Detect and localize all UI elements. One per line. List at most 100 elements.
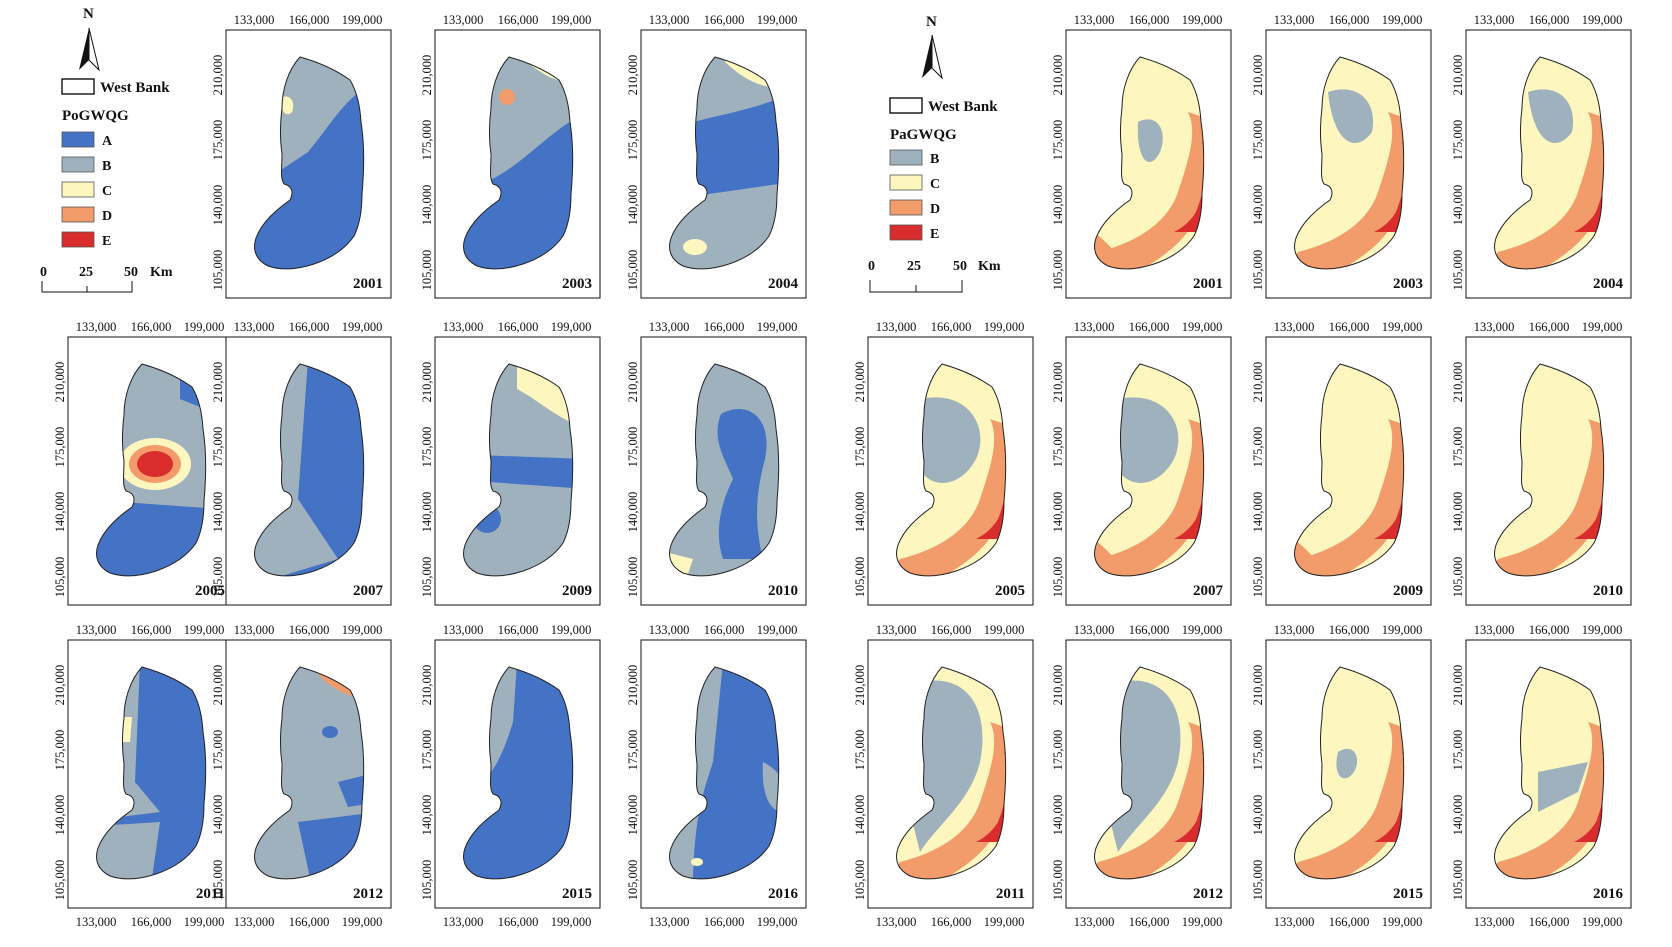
x-tick-label: 199,000	[1382, 320, 1423, 334]
x-tick-label: 166,000	[704, 623, 745, 637]
y-tick-label: 140,000	[1451, 185, 1465, 226]
legend-swatch-d	[889, 199, 923, 216]
y-tick-label: 140,000	[626, 185, 640, 226]
x-tick-label: 166,000	[1529, 13, 1570, 27]
x-tick-label-bottom: 166,000	[1529, 915, 1570, 929]
y-tick-label: 210,000	[420, 362, 434, 403]
x-tick-label: 133,000	[1474, 623, 1515, 637]
y-tick-label: 175,000	[853, 427, 867, 468]
panel-year-label: 2012	[1193, 886, 1223, 902]
map-panel-pa-2001: 133,000 166,000 199,000 210,000 175,000 140,0…	[1051, 13, 1232, 299]
x-tick-label-bottom: 166,000	[1129, 915, 1170, 929]
scale-bar: 0 25 50 Km	[868, 259, 1001, 293]
x-tick-label: 133,000	[234, 623, 275, 637]
x-tick-label: 133,000	[76, 623, 117, 637]
y-tick-label: 140,000	[1051, 492, 1065, 533]
x-tick-label: 166,000	[289, 320, 330, 334]
x-tick-label: 199,000	[1182, 320, 1223, 334]
x-tick-label: 166,000	[289, 623, 330, 637]
legend-swatch-e	[889, 224, 923, 241]
x-tick-label-bottom: 166,000	[1329, 915, 1370, 929]
panel-year-label: 2007	[1193, 583, 1224, 599]
y-tick-label: 105,000	[211, 250, 225, 291]
panel-year-label: 2012	[353, 886, 383, 902]
x-tick-label: 199,000	[984, 320, 1025, 334]
zone-0	[717, 409, 767, 559]
west-bank-map	[1494, 56, 1605, 270]
legend-label-d: D	[930, 202, 940, 217]
scale-tick-1: 25	[907, 259, 921, 274]
x-tick-label: 199,000	[1582, 320, 1623, 334]
y-tick-label: 175,000	[626, 120, 640, 161]
x-tick-label: 166,000	[1529, 623, 1570, 637]
zone-0	[1294, 419, 1404, 576]
legend-title: PaGWQG	[890, 127, 957, 143]
legend-title: PoGWQG	[62, 108, 129, 124]
y-tick-label: 140,000	[853, 492, 867, 533]
y-tick-label: 105,000	[1051, 860, 1065, 901]
legend-label-c: C	[102, 184, 112, 199]
x-tick-label: 199,000	[1582, 623, 1623, 637]
zone-2	[1328, 89, 1374, 143]
x-tick-label: 133,000	[649, 623, 690, 637]
y-tick-label: 175,000	[211, 427, 225, 468]
x-tick-label: 166,000	[1329, 623, 1370, 637]
x-tick-label: 133,000	[234, 320, 275, 334]
x-tick-label-bottom: 133,000	[649, 915, 690, 929]
y-tick-label: 105,000	[626, 250, 640, 291]
map-panel-po-2010: 133,000 166,000 199,000 210,000 175,000 140,0…	[626, 320, 807, 606]
x-tick-label: 199,000	[757, 13, 798, 27]
x-tick-label: 133,000	[1274, 320, 1315, 334]
scale-tick-2: 50	[953, 259, 967, 274]
panel-year-label: 2009	[562, 583, 592, 599]
map-panel-po-2012: 133,000 166,000 199,000 210,000 175,000 140,0…	[211, 623, 392, 909]
legend-label-b: B	[930, 152, 939, 167]
panel-year-label: 2003	[562, 276, 592, 292]
y-tick-label: 105,000	[420, 557, 434, 598]
y-tick-label: 105,000	[53, 557, 67, 598]
x-tick-label: 199,000	[184, 623, 225, 637]
y-tick-label: 210,000	[853, 362, 867, 403]
zone-0	[1094, 419, 1204, 576]
x-tick-label: 199,000	[1382, 623, 1423, 637]
x-tick-label-bottom: 133,000	[443, 915, 484, 929]
x-tick-label: 166,000	[931, 320, 972, 334]
zone-0	[1294, 722, 1404, 879]
zone-3	[499, 89, 515, 105]
west-bank-map	[1094, 363, 1205, 577]
y-tick-label: 175,000	[1051, 120, 1065, 161]
map-panel-po-2009: 133,000 166,000 199,000 210,000 175,000 140,0…	[420, 320, 601, 606]
x-tick-label: 166,000	[704, 13, 745, 27]
x-tick-label-bottom: 199,000	[984, 915, 1025, 929]
panel-year-label: 2010	[1593, 583, 1623, 599]
legend-swatch-b	[889, 149, 923, 166]
y-tick-label: 140,000	[211, 492, 225, 533]
zone-1	[762, 762, 779, 812]
map-panel-po-2005: 133,000 166,000 199,000 210,000 175,000 140,0…	[53, 320, 234, 606]
y-tick-label: 140,000	[211, 795, 225, 836]
boundary-label: West Bank	[928, 99, 998, 115]
panel-year-label: 2010	[768, 583, 798, 599]
y-tick-label: 175,000	[53, 730, 67, 771]
y-tick-label: 175,000	[853, 730, 867, 771]
y-tick-label: 210,000	[420, 55, 434, 96]
y-tick-label: 140,000	[626, 492, 640, 533]
y-tick-label: 105,000	[1451, 557, 1465, 598]
y-tick-label: 140,000	[420, 185, 434, 226]
x-tick-label: 166,000	[131, 623, 172, 637]
x-tick-label-bottom: 166,000	[498, 915, 539, 929]
x-tick-label-bottom: 199,000	[184, 915, 225, 929]
y-tick-label: 175,000	[626, 730, 640, 771]
x-tick-label-bottom: 166,000	[131, 915, 172, 929]
legend-swatch-b	[61, 156, 95, 173]
zone-0	[1294, 112, 1404, 269]
y-tick-label: 175,000	[420, 427, 434, 468]
map-panel-pa-2016: 133,000 166,000 199,000 210,000 175,000 140,0…	[1451, 623, 1632, 909]
map-panel-pa-2003: 133,000 166,000 199,000 210,000 175,000 140,0…	[1251, 13, 1432, 299]
y-tick-label: 210,000	[1451, 665, 1465, 706]
legend-label-b: B	[102, 159, 111, 174]
west-bank-map	[1494, 363, 1605, 577]
y-tick-label: 105,000	[626, 860, 640, 901]
